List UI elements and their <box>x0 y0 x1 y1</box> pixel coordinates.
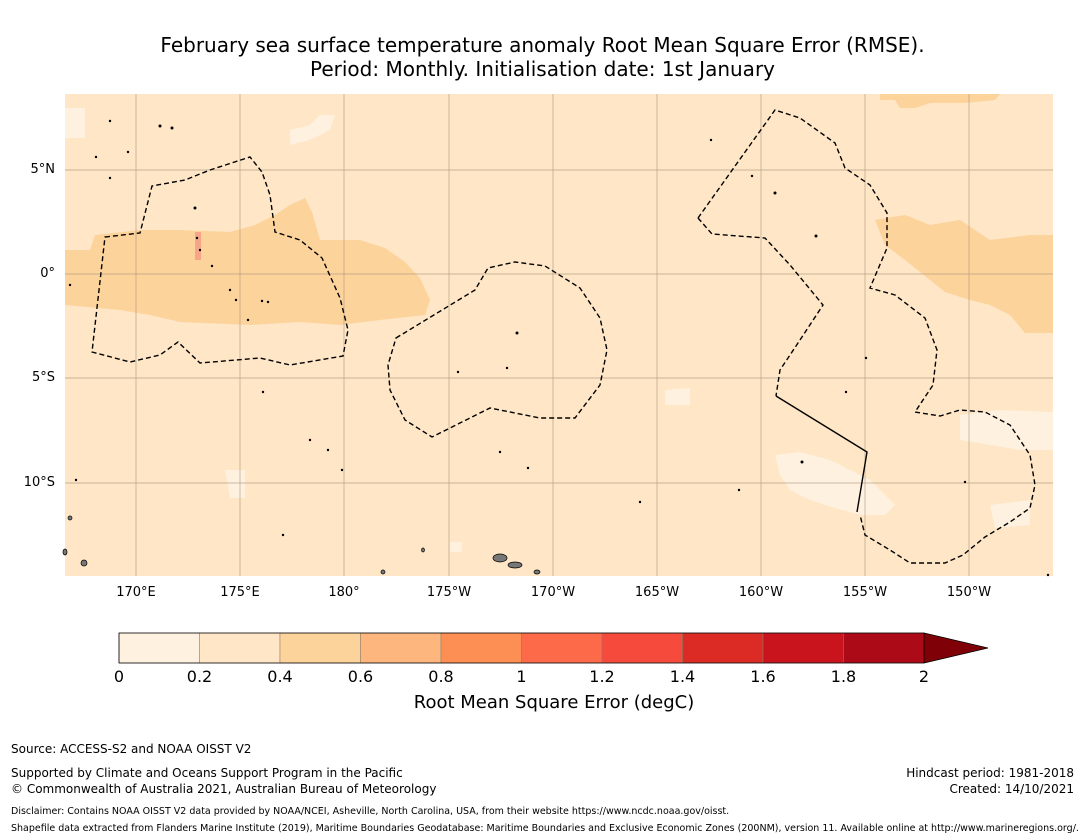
atolls <box>68 119 1050 577</box>
eez-boundaries <box>91 109 1036 564</box>
colorbar-tick-label: 2 <box>918 667 930 686</box>
colorbar-tick-label: 1.6 <box>750 667 776 686</box>
footer-shapefile: Shapefile data extracted from Flanders M… <box>11 823 1079 834</box>
eez-boundary-kiribati-phoenix <box>387 261 608 438</box>
islands <box>62 515 541 575</box>
colorbar-segment <box>601 632 683 664</box>
island-small-3 <box>62 548 68 556</box>
island-samoa-1 <box>492 553 508 563</box>
island-small-4 <box>533 569 541 575</box>
colorbar-segment <box>682 632 764 664</box>
colorbar-segment <box>762 632 844 664</box>
map-band-equatorial-west <box>65 198 430 325</box>
map-patch-south-east-2 <box>990 500 1030 528</box>
footer-source: Source: ACCESS-S2 and NOAA OISST V2 <box>11 742 252 756</box>
footer-copyright: © Commonwealth of Australia 2021, Austra… <box>11 782 437 796</box>
island-small-2 <box>67 515 73 521</box>
colorbar-segment <box>360 632 442 664</box>
lon-label-150w: 150°W <box>946 585 992 600</box>
footer-created: Created: 14/10/2021 <box>949 782 1074 796</box>
lat-label-10s: 10°S <box>23 475 55 490</box>
map-hotspot <box>195 232 201 260</box>
island-small-5 <box>380 569 386 575</box>
footer-supported: Supported by Climate and Oceans Support … <box>11 766 403 780</box>
lon-label-175w: 175°W <box>426 585 472 600</box>
colorbar-tick-label: 1.8 <box>830 667 857 686</box>
lon-label-175e: 175°E <box>220 585 260 600</box>
colorbar-segment <box>199 632 281 664</box>
eez-boundary-kiribati-line-north <box>697 217 824 397</box>
colorbar-segment <box>843 632 925 664</box>
rmse-map <box>62 94 1053 577</box>
colorbar-tick-label: 0.6 <box>347 667 374 686</box>
eez-boundary-kiribati-gilbert <box>91 156 349 366</box>
colorbar-tick-label: 0.4 <box>267 667 293 686</box>
colorbar-tick-label: 1.4 <box>669 667 696 686</box>
map-patch-north-central <box>290 115 335 145</box>
map-patch-small <box>450 542 462 552</box>
colorbar-label: Root Mean Square Error (degC) <box>413 692 695 713</box>
colorbar-tick-label: 0.2 <box>186 667 213 686</box>
lat-label-5n: 5°N <box>30 162 56 177</box>
colorbar-tick-label: 1.2 <box>589 667 615 686</box>
chart-title-line-2: Period: Monthly. Initialisation date: 1s… <box>310 57 775 81</box>
footer-disclaimer: Disclaimer: Contains NOAA OISST V2 data … <box>11 806 730 817</box>
colorbar-extend-arrow <box>923 632 989 664</box>
map-patch-south-central <box>665 388 690 405</box>
map-ocean-base <box>65 94 1053 576</box>
eez-boundary-solid <box>775 395 868 513</box>
map-band-north-east <box>880 94 1000 108</box>
lon-label-170w: 170°W <box>530 585 576 600</box>
map-patch-north-west <box>65 108 85 138</box>
colorbar-tick-label: 1 <box>516 667 527 686</box>
colorbar-tick-label: 0.8 <box>428 667 454 686</box>
chart-title-line-1: February sea surface temperature anomaly… <box>160 33 925 57</box>
colorbar-segment <box>279 632 361 664</box>
lon-label-155w: 155°W <box>842 585 888 600</box>
lon-label-180: 180° <box>328 585 360 600</box>
lat-label-0: 0° <box>40 266 55 281</box>
eez-boundary-kiribati-line <box>697 109 1036 564</box>
colorbar-frame <box>118 632 924 664</box>
colorbar-tick-label: 0 <box>113 667 125 686</box>
map-patch-far-south-east <box>960 410 1053 450</box>
colorbar-segment <box>440 632 522 664</box>
footer-hindcast: Hindcast period: 1981-2018 <box>906 766 1074 780</box>
lon-label-165w: 165°W <box>634 585 680 600</box>
lon-label-170e: 170°E <box>116 585 156 600</box>
island-small-1 <box>80 559 88 567</box>
colorbar-segment <box>118 632 200 664</box>
lat-label-5s: 5°S <box>31 370 55 385</box>
lon-label-160w: 160°W <box>738 585 784 600</box>
colorbar-segment <box>521 632 603 664</box>
island-samoa-2 <box>507 561 523 569</box>
island-small-6 <box>421 547 425 553</box>
